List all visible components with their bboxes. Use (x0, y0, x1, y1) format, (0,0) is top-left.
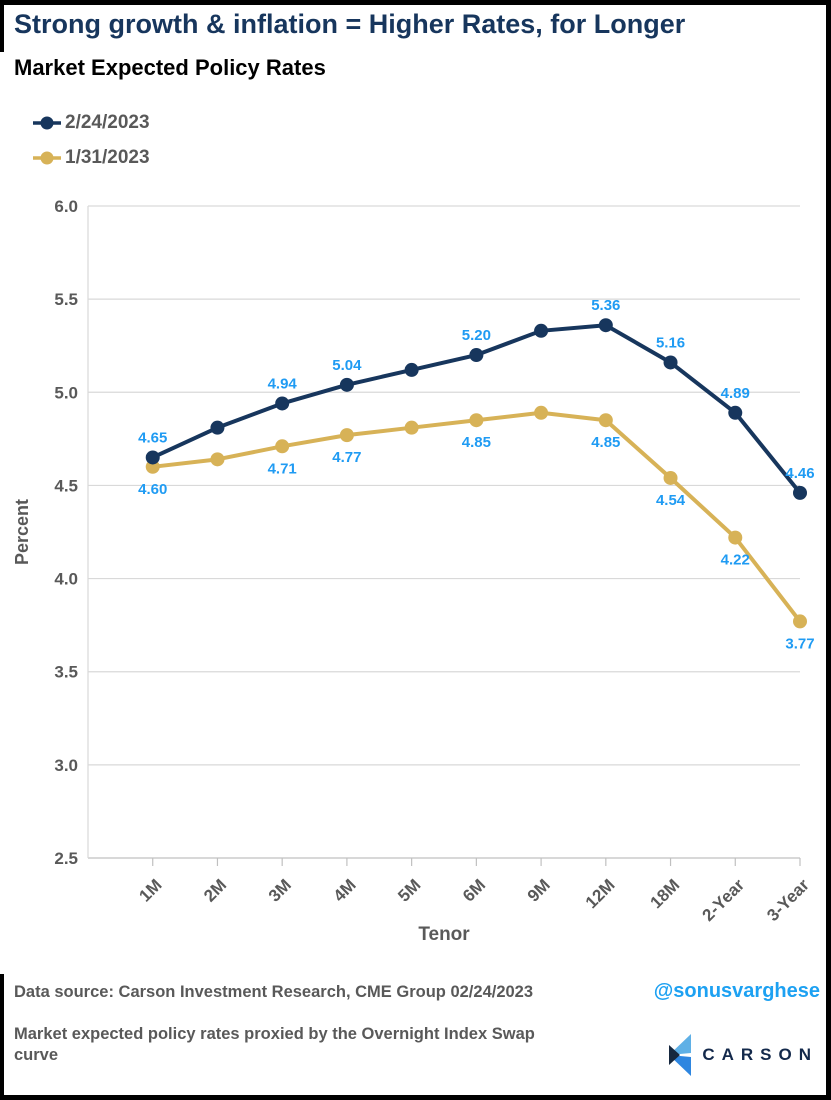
x-tick-label: 3-Year (763, 875, 813, 925)
data-point (469, 348, 484, 363)
frame-border-bottom (0, 1095, 831, 1100)
y-tick-label: 4.5 (54, 476, 78, 495)
data-point-label: 4.60 (138, 481, 167, 498)
frame-border-top (0, 0, 831, 5)
chart-canvas: 6.0 5.5 5.0 4.5 4.0 3.5 3.0 2.5 1M 2M 3M 4M 5M 6M 9M 12… (12, 197, 815, 945)
data-point-label: 4.54 (656, 492, 686, 509)
x-tick-label: 18M (647, 875, 684, 912)
frame-border-right (826, 0, 831, 1100)
frame-border-left-bottom (0, 974, 4, 1100)
data-point-label: 5.04 (332, 357, 362, 374)
x-tick-label: 2M (200, 875, 230, 905)
legend-marker-icon (33, 116, 61, 130)
y-tick-label: 4.0 (54, 570, 78, 589)
data-point (793, 485, 807, 500)
chart-subtitle: Market Expected Policy Rates (14, 55, 326, 80)
y-axis-title: Percent (12, 499, 32, 565)
data-point (339, 428, 354, 443)
y-tick-label: 5.5 (54, 290, 78, 309)
data-point-label: 4.94 (268, 375, 298, 392)
data-point (598, 318, 613, 333)
carson-logo-text: CARSON (702, 1045, 818, 1064)
y-tick-label: 3.0 (54, 756, 78, 775)
data-point (793, 614, 807, 629)
x-tick-label: 1M (135, 875, 165, 905)
legend-item-series-0[interactable]: 2/24/2023 (32, 110, 150, 136)
data-point-label: 4.85 (462, 434, 491, 451)
data-point (145, 450, 160, 465)
legend-label: 1/31/2023 (65, 147, 150, 168)
carson-logo: CARSON (668, 1032, 818, 1078)
page-title: Strong growth & inflation = Higher Rates… (14, 9, 686, 39)
data-point-label: 5.36 (591, 297, 620, 314)
x-tick-label: 6M (459, 875, 489, 905)
data-point-label: 4.85 (591, 434, 620, 451)
data-point (210, 452, 225, 467)
chart-legend: 2/24/2023 1/31/2023 (32, 110, 150, 180)
data-point (663, 355, 678, 370)
data-point (663, 470, 678, 485)
data-point (728, 405, 743, 420)
x-tick-label: 4M (330, 875, 360, 905)
data-point (728, 530, 743, 545)
y-tick-label: 5.0 (54, 383, 78, 402)
data-point-label: 3.77 (785, 635, 814, 652)
footnote-text: Market expected policy rates proxied by … (14, 1025, 535, 1064)
data-point (404, 420, 419, 435)
y-tick-label: 3.5 (54, 663, 78, 682)
data-point (275, 396, 290, 411)
data-point (469, 413, 484, 428)
data-point-label: 5.16 (656, 334, 685, 351)
data-point-label: 4.46 (785, 465, 814, 482)
x-tick-label: 12M (582, 875, 619, 912)
data-point (339, 377, 354, 392)
x-tick-label: 3M (265, 875, 295, 905)
data-point-label: 4.77 (332, 449, 361, 466)
frame-border-left-top (0, 0, 4, 52)
x-tick-label: 2-Year (699, 875, 749, 925)
x-axis-title: Tenor (418, 924, 470, 945)
data-point-label: 4.22 (721, 552, 750, 569)
data-point (210, 420, 225, 435)
legend-item-series-1[interactable]: 1/31/2023 (32, 145, 150, 171)
data-point-label: 4.71 (268, 460, 297, 477)
data-point (404, 362, 419, 377)
data-point (534, 323, 549, 338)
legend-label: 2/24/2023 (65, 112, 150, 133)
legend-marker-icon (33, 151, 61, 165)
footer: Data source: Carson Investment Research,… (14, 980, 820, 1076)
y-tick-label: 2.5 (54, 849, 78, 868)
data-point (534, 405, 549, 420)
data-point (275, 439, 290, 454)
data-point-label: 4.65 (138, 429, 167, 446)
policy-rates-line-chart: 6.0 5.5 5.0 4.5 4.0 3.5 3.0 2.5 1M 2M 3M 4M 5M 6M 9M 12… (0, 182, 831, 972)
x-tick-label: 9M (524, 875, 554, 905)
data-point (598, 413, 613, 428)
data-point-label: 5.20 (462, 327, 491, 344)
carson-logo-icon (669, 1034, 692, 1076)
data-point-label: 4.89 (721, 385, 750, 402)
data-source-text: Data source: Carson Investment Research,… (14, 983, 534, 1001)
x-tick-label: 5M (394, 875, 424, 905)
twitter-handle-link[interactable]: @sonusvarghese (653, 980, 820, 1002)
y-tick-label: 6.0 (54, 197, 78, 216)
